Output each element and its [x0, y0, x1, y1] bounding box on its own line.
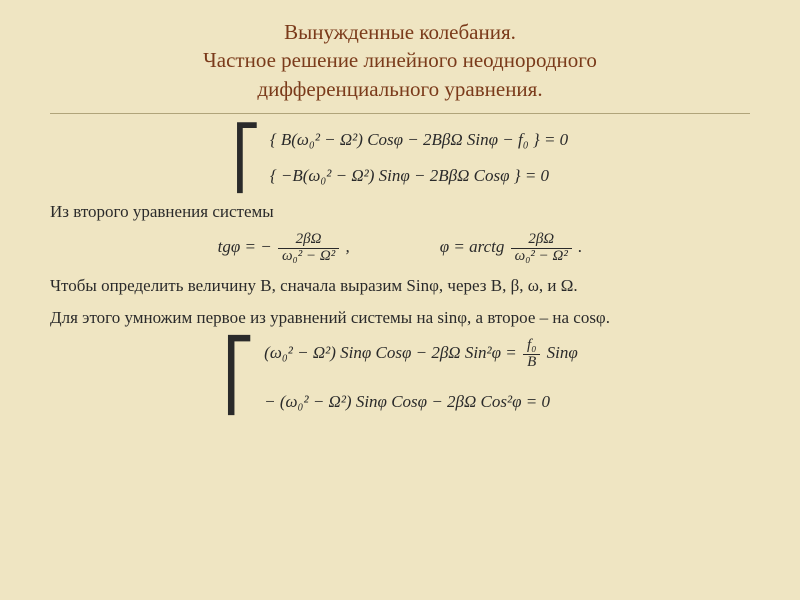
equation-pair: tgφ = − 2βΩ ω₀² − Ω² , φ = arctg 2βΩ ω₀²… [50, 232, 750, 265]
system2-row1-tail: Sinφ [547, 343, 578, 362]
system2-row1: (ω₀² − Ω²) Sinφ Cosφ − 2βΩ Sin²φ = f₀ B … [264, 338, 578, 371]
body-text-3: Для этого умножим первое из уравнений си… [50, 306, 750, 330]
pair-eq2-den: ω₀² − Ω² [511, 249, 572, 265]
slide-title: Вынужденные колебания. Частное решение л… [50, 18, 750, 103]
pair-eq1-den: ω₀² − Ω² [278, 249, 339, 265]
system2-row2: − (ω₀² − Ω²) Sinφ Cosφ − 2βΩ Cos²φ = 0 [264, 392, 578, 412]
divider [50, 113, 750, 114]
brace-icon: ⎡ [232, 131, 262, 185]
system2-row1-left: (ω₀² − Ω²) Sinφ Cosφ − 2βΩ Sin²φ = [264, 343, 521, 362]
fraction-2: 2βΩ ω₀² − Ω² [511, 232, 572, 265]
pair-eq1-num: 2βΩ [292, 232, 326, 248]
pair-eq2-lhs: φ = arctg [440, 237, 509, 256]
pair-eq2-tail: . [578, 237, 582, 256]
title-line-3: дифференциального уравнения. [50, 75, 750, 103]
pair-eq1: tgφ = − 2βΩ ω₀² − Ω² , [218, 232, 350, 265]
body-text-2-content: Чтобы определить величину B, сначала выр… [50, 276, 578, 295]
pair-eq2: φ = arctg 2βΩ ω₀² − Ω² . [440, 232, 583, 265]
pair-eq1-lhs: tgφ = − [218, 237, 272, 256]
system2-row1-den: B [523, 355, 540, 371]
body-text-2: Чтобы определить величину B, сначала выр… [50, 274, 750, 298]
brace-icon: ⎡ [222, 345, 256, 406]
system2-row1-num: f₀ [523, 338, 540, 354]
title-line-2: Частное решение линейного неоднородного [50, 46, 750, 74]
equation-system-2: ⎡ (ω₀² − Ω²) Sinφ Cosφ − 2βΩ Sin²φ = f₀ … [50, 338, 750, 413]
title-line-1: Вынужденные колебания. [50, 18, 750, 46]
system1-row1: { B(ω₀² − Ω²) Cosφ − 2BβΩ Sinφ − f₀ } = … [270, 130, 568, 150]
equation-system-1: ⎡ { B(ω₀² − Ω²) Cosφ − 2BβΩ Sinφ − f₀ } … [50, 130, 750, 186]
pair-eq2-num: 2βΩ [524, 232, 558, 248]
pair-eq1-tail: , [345, 237, 349, 256]
body-text-1: Из второго уравнения системы [50, 200, 750, 224]
fraction-1: 2βΩ ω₀² − Ω² [278, 232, 339, 265]
fraction-3: f₀ B [523, 338, 540, 371]
body-text-3-content: Для этого умножим первое из уравнений си… [50, 308, 610, 327]
system1-row2: { −B(ω₀² − Ω²) Sinφ − 2BβΩ Cosφ } = 0 [270, 166, 568, 186]
